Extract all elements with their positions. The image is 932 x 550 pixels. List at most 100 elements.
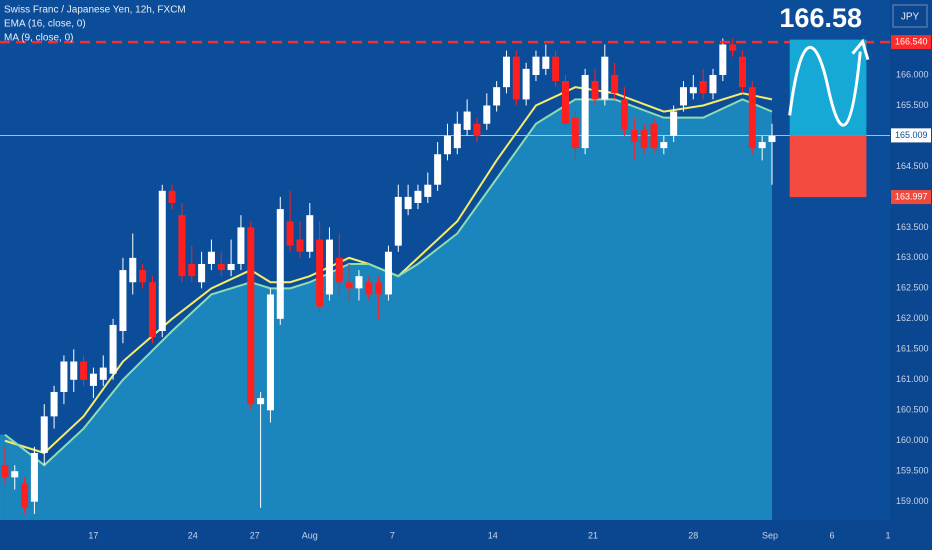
candle-body <box>738 56 746 88</box>
candle-body <box>198 263 206 283</box>
x-tick-label: 21 <box>588 530 598 540</box>
time-axis <box>0 520 890 550</box>
x-tick-label: 27 <box>250 530 260 540</box>
candle-body <box>719 44 727 75</box>
candle-body <box>532 56 540 75</box>
chart-title: Swiss Franc / Japanese Yen, 12h, FXCM <box>4 5 186 16</box>
candle-body <box>424 184 432 197</box>
candle-body <box>394 196 402 246</box>
candle-body <box>404 196 412 210</box>
candle-body <box>257 398 265 405</box>
price-axis <box>890 0 932 550</box>
candle-body <box>699 81 707 94</box>
candle-body <box>227 263 235 271</box>
candle-body <box>345 282 353 289</box>
candle-body <box>611 74 619 94</box>
candle-body <box>11 471 19 478</box>
candle-body <box>630 129 638 143</box>
candle-body <box>335 257 343 283</box>
candle-body <box>119 270 127 332</box>
y-tick-label: 159.500 <box>896 466 929 476</box>
price-tag <box>891 128 931 143</box>
candle-body <box>552 56 560 82</box>
candle-body <box>561 81 569 124</box>
price-tag <box>891 35 931 50</box>
candle-body <box>384 251 392 295</box>
x-tick-label: Aug <box>302 530 318 540</box>
ma-line <box>4 98 773 467</box>
candle-body <box>670 111 678 136</box>
candle-body <box>620 99 628 130</box>
candle-body <box>542 56 550 69</box>
candle-body <box>1 465 9 478</box>
y-tick-label: 163.500 <box>896 222 929 232</box>
candle-body <box>640 129 648 149</box>
x-tick-label: 28 <box>688 530 698 540</box>
candle-body <box>581 74 589 149</box>
candle-body <box>650 123 658 149</box>
candle-body <box>168 190 176 204</box>
legend-ema: EMA (16, close, 0) <box>4 19 86 30</box>
x-tick-label: 17 <box>88 530 98 540</box>
y-tick-label: 163.000 <box>896 252 929 262</box>
candle-body <box>316 239 324 307</box>
y-tick-label: 165.500 <box>896 100 929 110</box>
price-tag-label: 166.540 <box>895 36 928 46</box>
y-tick-label: 162.000 <box>896 313 929 323</box>
candle-body <box>355 276 363 289</box>
y-tick-label: 161.000 <box>896 374 929 384</box>
candle-body <box>89 373 97 386</box>
y-tick-label: 162.500 <box>896 283 929 293</box>
candle-body <box>306 215 314 252</box>
candle-body <box>758 142 766 149</box>
forecast-label: 166.58 <box>779 3 862 33</box>
x-tick-label: Sep <box>762 530 778 540</box>
candle-body <box>483 105 491 124</box>
candle-body <box>286 221 294 246</box>
currency-box[interactable] <box>892 4 928 28</box>
currency[interactable]: JPY <box>901 12 920 23</box>
price-tag <box>891 190 931 205</box>
candle-body <box>434 154 442 185</box>
candle-body <box>99 367 107 380</box>
candle-body <box>443 135 451 155</box>
x-tick-label: 24 <box>188 530 198 540</box>
candle-body <box>365 282 373 295</box>
candle-body <box>493 87 501 106</box>
candle-body <box>178 215 186 277</box>
candle-body <box>414 190 422 204</box>
candle-body <box>158 190 166 332</box>
candle-body <box>50 391 58 417</box>
candle-body <box>30 452 38 502</box>
candle-body <box>109 324 117 374</box>
candle-body <box>522 68 530 100</box>
y-tick-label: 159.000 <box>896 496 929 506</box>
candle-body <box>601 56 609 100</box>
y-tick-label: 161.500 <box>896 344 929 354</box>
ma-area <box>4 99 772 520</box>
y-tick-label: 164.500 <box>896 161 929 171</box>
candle-body <box>139 270 147 283</box>
candle-body <box>689 87 697 94</box>
candle-body <box>748 87 756 149</box>
candle-body <box>571 117 579 149</box>
candle-body <box>679 87 687 106</box>
candle-body <box>266 294 274 411</box>
candle-body <box>217 263 225 271</box>
y-tick-label: 160.500 <box>896 405 929 415</box>
candle-body <box>375 282 383 295</box>
candle-body <box>512 56 520 100</box>
candle-body <box>148 282 156 338</box>
legend-ma: MA (9, close, 0) <box>4 33 73 44</box>
x-tick-label: 1 <box>886 530 891 540</box>
candle-body <box>80 361 88 380</box>
x-tick-label: 14 <box>488 530 498 540</box>
candle-body <box>709 74 717 94</box>
candle-body <box>237 227 245 264</box>
candle-body <box>247 227 255 405</box>
x-tick-label: 7 <box>390 530 395 540</box>
price-tag-label: 165.009 <box>895 130 928 140</box>
candle-body <box>40 416 48 453</box>
candle-body <box>207 251 215 264</box>
